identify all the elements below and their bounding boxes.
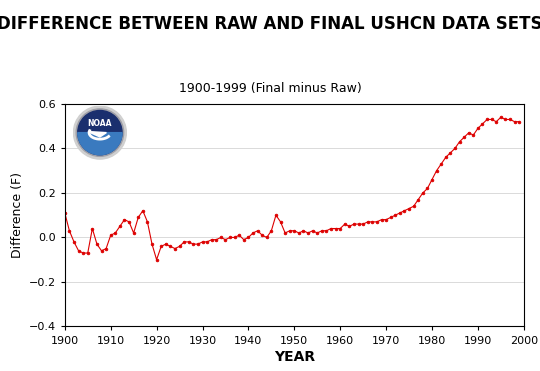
Text: 1900-1999 (Final minus Raw): 1900-1999 (Final minus Raw) [179,82,361,95]
X-axis label: YEAR: YEAR [274,350,315,364]
Polygon shape [88,132,106,137]
Wedge shape [78,132,122,155]
Circle shape [73,106,126,159]
Y-axis label: Difference (F): Difference (F) [11,172,24,258]
Text: NOAA: NOAA [87,119,112,128]
Circle shape [78,111,122,155]
Text: DIFFERENCE BETWEEN RAW AND FINAL USHCN DATA SETS: DIFFERENCE BETWEEN RAW AND FINAL USHCN D… [0,15,540,33]
Circle shape [76,109,124,157]
